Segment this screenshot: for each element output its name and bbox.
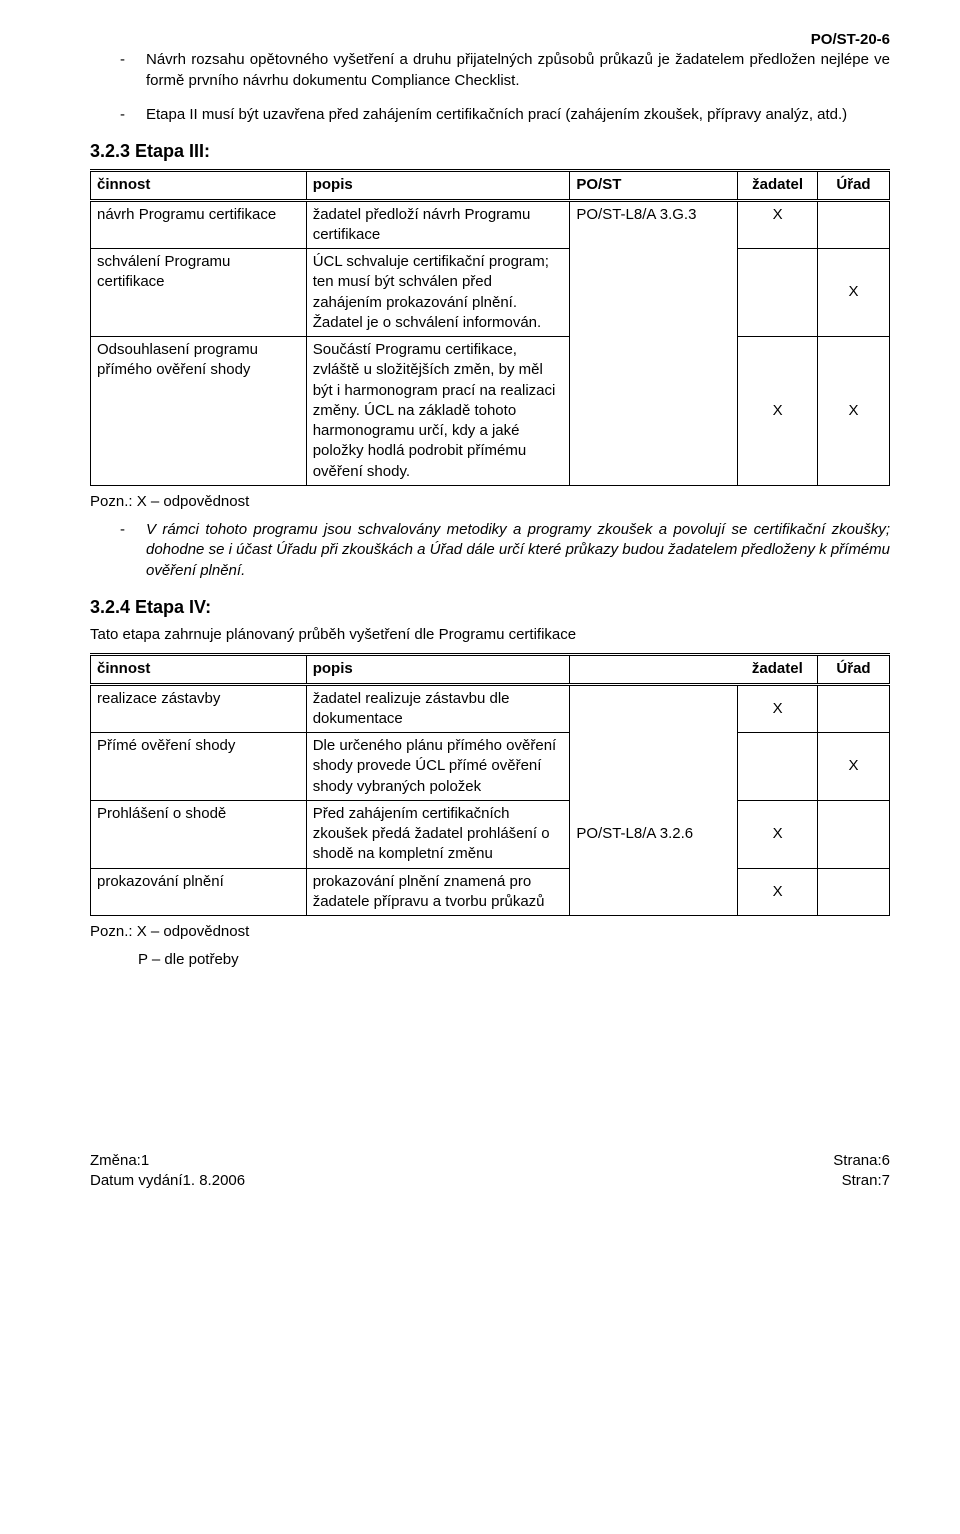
bullet-item: - V rámci tohoto programu jsou schvalová… xyxy=(120,520,890,581)
td-popis: Dle určeného plánu přímého ověření shody… xyxy=(306,733,570,801)
td-zadatel: X xyxy=(738,200,818,249)
td-urad xyxy=(818,868,890,916)
td-post-empty xyxy=(570,684,738,733)
td-post: PO/ST-L8/A 3.G.3 xyxy=(570,200,738,249)
bullet-text: Etapa II musí být uzavřena před zahájení… xyxy=(146,105,890,125)
td-popis: Součástí Programu certifikace, zvláště u… xyxy=(306,337,570,486)
td-popis: ÚCL schvaluje certifikační program; ten … xyxy=(306,249,570,337)
footer-zmena: Změna:1 xyxy=(90,1151,245,1171)
td-popis: žadatel předloží návrh Programu certifik… xyxy=(306,200,570,249)
bullet-dash: - xyxy=(120,50,146,91)
td-cinnost: prokazování plnění xyxy=(91,868,307,916)
th-post: PO/ST xyxy=(570,171,738,200)
td-post-empty xyxy=(570,733,738,801)
th-urad: Úřad xyxy=(818,171,890,200)
th-spacer xyxy=(570,655,738,684)
td-urad: X xyxy=(818,733,890,801)
th-zadatel: žadatel xyxy=(738,171,818,200)
td-cinnost: schválení Programu certifikace xyxy=(91,249,307,337)
bullet-dash: - xyxy=(120,520,146,581)
td-post: PO/ST-L8/A 3.2.6 xyxy=(570,800,738,868)
td-post-empty xyxy=(570,868,738,916)
bullet-text: Návrh rozsahu opětovného vyšetření a dru… xyxy=(146,50,890,91)
table-etapa4: činnost popis žadatel Úřad realizace zás… xyxy=(90,653,890,916)
td-urad: X xyxy=(818,337,890,486)
th-popis: popis xyxy=(306,171,570,200)
td-cinnost: Odsouhlasení programu přímého ověření sh… xyxy=(91,337,307,486)
bullet-item: - Etapa II musí být uzavřena před zaháje… xyxy=(120,105,890,125)
page-footer: Změna:1 Datum vydání1. 8.2006 Strana:6 S… xyxy=(90,1151,890,1192)
th-cinnost: činnost xyxy=(91,171,307,200)
note-p: P – dle potřeby xyxy=(138,950,890,970)
td-cinnost: Prohlášení o shodě xyxy=(91,800,307,868)
footer-strana: Strana:6 xyxy=(833,1151,890,1171)
td-zadatel: X xyxy=(738,337,818,486)
th-zadatel: žadatel xyxy=(738,655,818,684)
th-cinnost: činnost xyxy=(91,655,307,684)
td-urad xyxy=(818,684,890,733)
td-cinnost: Přímé ověření shody xyxy=(91,733,307,801)
header-doc-code: PO/ST-20-6 xyxy=(90,30,890,50)
td-popis: žadatel realizuje zástavbu dle dokumenta… xyxy=(306,684,570,733)
td-cinnost: návrh Programu certifikace xyxy=(91,200,307,249)
bullet-dash: - xyxy=(120,105,146,125)
td-urad: X xyxy=(818,249,890,337)
td-popis: prokazování plnění znamená pro žadatele … xyxy=(306,868,570,916)
section-heading-etapa3: 3.2.3 Etapa III: xyxy=(90,139,890,163)
th-urad: Úřad xyxy=(818,655,890,684)
note-responsibility: Pozn.: X – odpovědnost xyxy=(90,922,890,942)
td-zadatel xyxy=(738,249,818,337)
td-zadatel: X xyxy=(738,684,818,733)
td-popis: Před zahájením certifikačních zkoušek př… xyxy=(306,800,570,868)
th-popis: popis xyxy=(306,655,570,684)
td-urad xyxy=(818,200,890,249)
section-subtext: Tato etapa zahrnuje plánovaný průběh vyš… xyxy=(90,625,890,645)
td-urad xyxy=(818,800,890,868)
note-responsibility: Pozn.: X – odpovědnost xyxy=(90,492,890,512)
footer-stran: Stran:7 xyxy=(833,1171,890,1191)
td-zadatel: X xyxy=(738,800,818,868)
bullet-text: V rámci tohoto programu jsou schvalovány… xyxy=(146,520,890,581)
footer-datum: Datum vydání1. 8.2006 xyxy=(90,1171,245,1191)
td-post-empty xyxy=(570,337,738,486)
td-cinnost: realizace zástavby xyxy=(91,684,307,733)
td-zadatel: X xyxy=(738,868,818,916)
section-heading-etapa4: 3.2.4 Etapa IV: xyxy=(90,595,890,619)
bullet-item: - Návrh rozsahu opětovného vyšetření a d… xyxy=(120,50,890,91)
td-post-empty xyxy=(570,249,738,337)
table-etapa3: činnost popis PO/ST žadatel Úřad návrh P… xyxy=(90,169,890,486)
td-zadatel xyxy=(738,733,818,801)
